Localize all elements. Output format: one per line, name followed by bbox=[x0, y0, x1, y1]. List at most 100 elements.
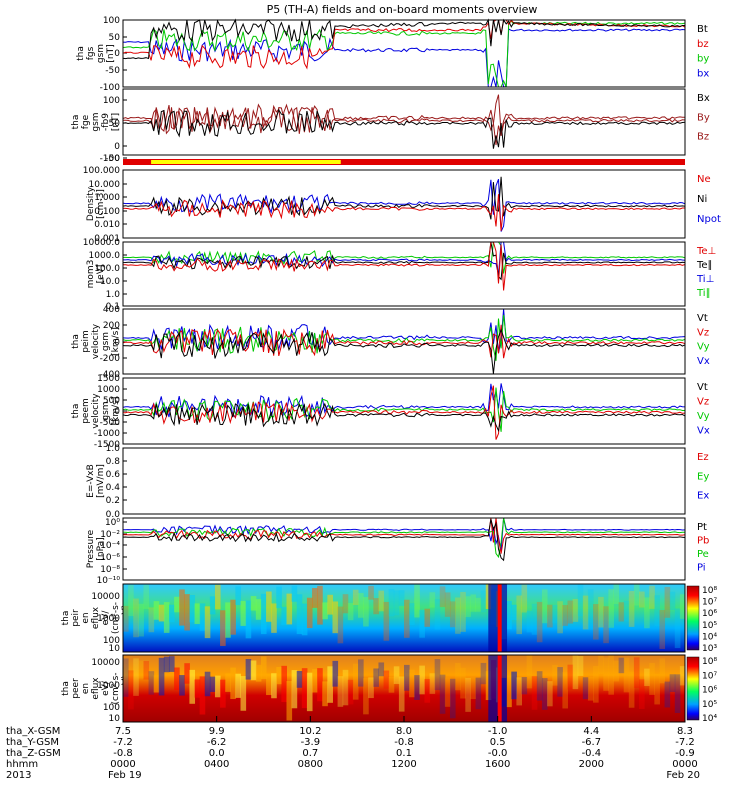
ytick-label: 0.001 bbox=[94, 234, 120, 244]
ylabel-peim: [km/s] bbox=[111, 327, 121, 356]
panel-peer: thapeerenefluxeV/(cm²-s-sr-eV)1000010001… bbox=[61, 654, 717, 724]
spectrogram-cell bbox=[327, 666, 333, 703]
ylabel-fgs: [nT] bbox=[106, 44, 116, 62]
spectrogram-cell bbox=[593, 666, 599, 703]
spectrogram-cell bbox=[429, 673, 436, 694]
ylabel-peir: en bbox=[81, 612, 91, 623]
legend-peem-Vz: Vz bbox=[697, 397, 709, 408]
spectrogram-cell bbox=[240, 601, 247, 626]
series-pressure-Pi bbox=[123, 517, 686, 552]
spectrogram-cell bbox=[639, 591, 645, 608]
spectrogram-cell bbox=[480, 662, 487, 685]
colorbar-label: 10⁸ bbox=[702, 586, 717, 596]
xaxis-value: -6.2 bbox=[207, 737, 227, 748]
spectrogram-cell bbox=[168, 656, 175, 672]
spectrogram-cell bbox=[347, 679, 354, 705]
spectrogram-cell bbox=[449, 678, 456, 719]
spectrogram-cell bbox=[301, 668, 308, 709]
colorbar-label: 10⁵ bbox=[702, 700, 717, 710]
ylabel-peim: gsm bbox=[101, 332, 111, 351]
spectrogram-cell bbox=[383, 601, 390, 641]
spectrogram-cell bbox=[133, 658, 139, 696]
panel-frame bbox=[122, 19, 686, 88]
xaxis-value: 0000 bbox=[672, 759, 697, 770]
spectrogram-cell bbox=[465, 596, 471, 617]
spectrogram-cell bbox=[148, 607, 155, 633]
panel-peir: thapeirenefluxeV/(cm²-s-sr-eV)1000010001… bbox=[61, 583, 717, 654]
colorbar-label: 10⁸ bbox=[702, 657, 717, 667]
legend-pressure-Pb: Pb bbox=[697, 536, 709, 547]
spectrogram-cell bbox=[470, 594, 477, 612]
series-peim-Vx bbox=[122, 308, 686, 354]
spectrogram-cell bbox=[409, 669, 415, 698]
series-fge-By bbox=[123, 106, 686, 146]
spectrogram-cell bbox=[644, 597, 650, 629]
legend-fge-Bz: Bz bbox=[697, 132, 709, 143]
ytick-label: 0.8 bbox=[106, 457, 121, 467]
ytick-label: 10⁻⁶ bbox=[100, 553, 120, 563]
ylabel-peer: eV/ bbox=[101, 680, 111, 696]
spectrogram-cell bbox=[608, 589, 614, 628]
xaxis-value: 0.0 bbox=[209, 748, 225, 759]
series-peem-Vt bbox=[122, 402, 686, 433]
spectrogram-cell bbox=[317, 668, 323, 702]
spectrogram-cell bbox=[536, 601, 543, 643]
panel-peem: tha peem velocity gsm [km/s] 150010005000-500… bbox=[71, 374, 710, 450]
spectrogram-cell bbox=[531, 676, 538, 710]
spectrogram-cell bbox=[669, 674, 676, 693]
spectrogram-cell bbox=[220, 610, 226, 646]
spectrogram-cell bbox=[368, 677, 374, 699]
legend-temp-Ti∥: Ti∥ bbox=[696, 288, 711, 299]
xaxis-value: -0.9 bbox=[675, 748, 695, 759]
spectrogram-cell bbox=[363, 597, 369, 627]
spectrogram-cell bbox=[475, 677, 482, 710]
spectrogram-cell bbox=[317, 585, 323, 625]
ytick-label: 10000 bbox=[91, 658, 120, 668]
legend-peim-Vx: Vx bbox=[697, 356, 710, 367]
spectrogram-cell bbox=[133, 598, 139, 638]
legend-peem-Vy: Vy bbox=[697, 411, 710, 422]
ytick-label: 0 bbox=[114, 142, 120, 152]
series-peim-Vt bbox=[122, 328, 686, 374]
panel-frame bbox=[122, 517, 686, 581]
ytick-label: -100 bbox=[100, 83, 121, 93]
spectrogram-cell bbox=[240, 676, 247, 711]
ytick-label: -200 bbox=[100, 354, 121, 364]
ytick-label: 0 bbox=[114, 338, 120, 348]
series-density-Ne bbox=[122, 194, 685, 231]
ylabel-peim: tha bbox=[71, 334, 81, 349]
spectrogram-cell bbox=[618, 657, 625, 674]
spectrogram-cell bbox=[378, 590, 385, 612]
xaxis-value: -0.4 bbox=[582, 748, 602, 759]
spectrogram-cell bbox=[235, 586, 242, 606]
spectrogram-cell bbox=[424, 608, 431, 627]
spectrogram-cell bbox=[204, 606, 211, 639]
ylabel-fge: -fb9 bbox=[101, 113, 111, 131]
series-temp-Te⊥ bbox=[122, 241, 686, 291]
spectrogram-cell bbox=[649, 585, 655, 609]
spectrogram-cell bbox=[613, 660, 620, 682]
spectrogram-cell bbox=[322, 602, 328, 620]
ytick-label: 100.000 bbox=[83, 166, 120, 176]
legend-pressure-Pt: Pt bbox=[697, 522, 707, 533]
ytick-label: 1000 bbox=[97, 681, 120, 691]
ytick-label: 0.2 bbox=[106, 496, 120, 506]
series-pressure-Pb bbox=[122, 517, 686, 554]
spectrogram-cell bbox=[373, 598, 379, 615]
series-density-Ni bbox=[122, 176, 686, 220]
spectrogram-cell bbox=[424, 679, 431, 703]
spectrogram-cell bbox=[679, 666, 686, 686]
spectrogram-cell bbox=[189, 595, 196, 623]
ytick-label: 400 bbox=[103, 305, 120, 315]
spectrogram-cell bbox=[649, 663, 655, 695]
spectrogram-cell bbox=[613, 584, 620, 604]
spectrogram-cell bbox=[414, 584, 420, 618]
ytick-label: 50 bbox=[109, 119, 121, 129]
spectrogram-cell bbox=[301, 603, 308, 636]
spectrogram-cell bbox=[245, 600, 252, 639]
spectrogram-cell bbox=[577, 655, 584, 676]
colorbar-label: 10⁵ bbox=[702, 621, 717, 631]
spectrogram-band bbox=[497, 584, 502, 652]
series-fgs-by bbox=[122, 20, 686, 88]
series-peem-Vy bbox=[122, 387, 685, 432]
